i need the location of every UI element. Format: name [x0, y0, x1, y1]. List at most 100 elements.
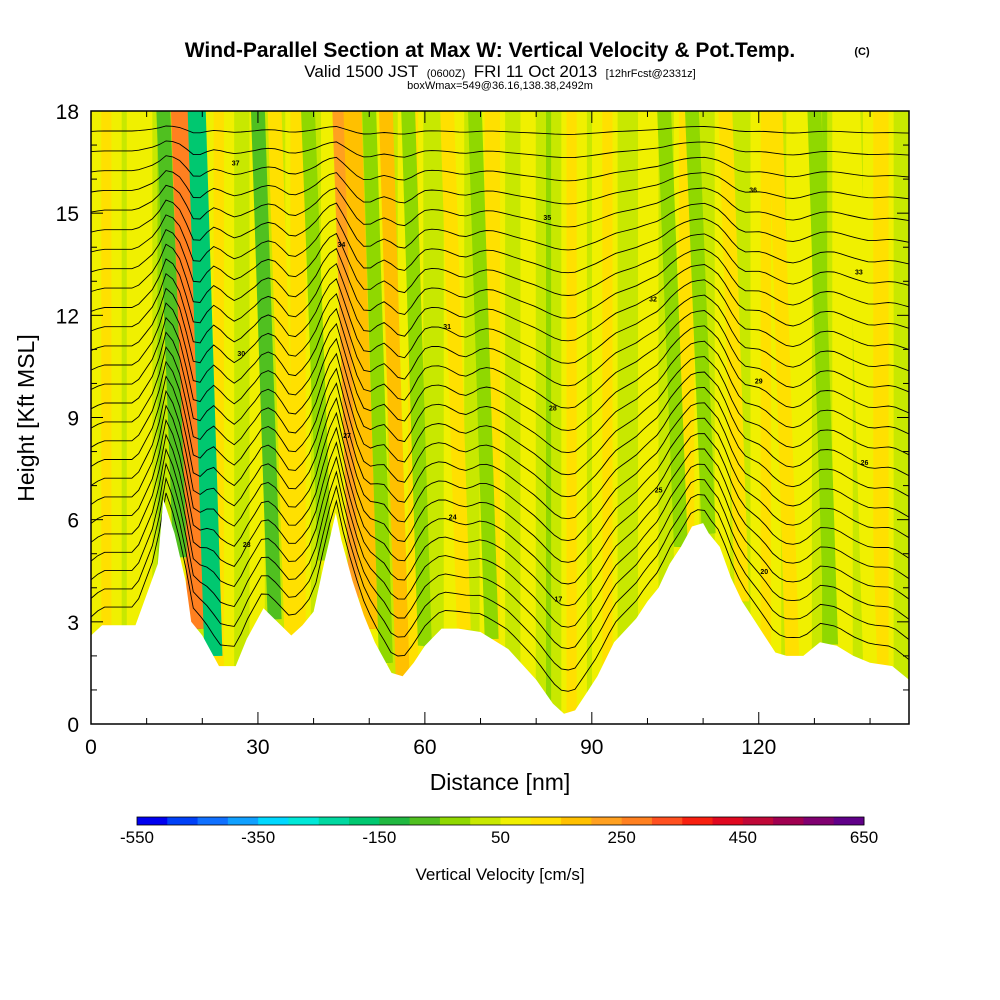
velocity-feature — [685, 111, 716, 534]
velocity-column — [581, 111, 588, 724]
velocity-column — [428, 111, 435, 724]
velocity-feature — [301, 111, 332, 561]
x-axis-label: Distance [nm] — [430, 769, 571, 795]
isentrope-label: 26 — [861, 460, 869, 467]
isentrope-label: 30 — [237, 351, 245, 358]
velocity-column — [806, 111, 813, 724]
isentrope-line — [91, 155, 909, 182]
colorbar-swatch — [712, 817, 744, 825]
velocity-column — [750, 111, 757, 724]
x-tick-label: 0 — [85, 736, 97, 759]
x-axis: 0 30 60 90 120 — [85, 111, 871, 759]
velocity-column — [556, 111, 563, 724]
velocity-column — [801, 111, 808, 724]
velocity-column — [142, 111, 149, 724]
velocity-feature — [440, 111, 471, 630]
colorbar-swatch — [803, 817, 835, 825]
velocity-column — [382, 111, 389, 724]
x-tick-label: 60 — [413, 736, 436, 759]
velocity-column — [402, 111, 409, 724]
isentrope-line — [91, 375, 909, 520]
isentrope-label: 36 — [749, 188, 757, 195]
velocity-column — [515, 111, 522, 724]
y-tick-label: 15 — [56, 203, 79, 226]
valid-line: Valid 1500 JST (0600Z) FRI 11 Oct 2013 [… — [304, 62, 695, 81]
velocity-feature — [156, 111, 187, 558]
velocity-column — [653, 111, 660, 724]
colorbar: -550 -350 -150 50 250 450 650 — [120, 816, 878, 847]
isentrope-label: 25 — [655, 487, 663, 494]
colorbar-title: Vertical Velocity [cm/s] — [415, 865, 584, 884]
x-tick-label: 30 — [246, 736, 269, 759]
isentrope-label: 37 — [232, 160, 240, 167]
velocity-column — [745, 111, 752, 724]
velocity-column — [847, 111, 854, 724]
colorbar-swatch — [167, 817, 199, 825]
valid-prefix: Valid 1500 JST — [304, 62, 418, 81]
velocity-column — [719, 111, 726, 724]
velocity-feature — [267, 111, 299, 636]
velocity-column — [832, 111, 839, 724]
colorbar-swatch — [773, 817, 804, 825]
colorbar-swatch — [318, 817, 350, 825]
velocity-column — [561, 111, 568, 724]
velocity-feature — [343, 111, 379, 629]
velocity-column — [433, 111, 440, 724]
velocity-feature — [250, 111, 282, 620]
velocity-column — [658, 111, 665, 724]
isentrope-line — [91, 199, 909, 251]
velocity-column — [443, 111, 450, 724]
y-tick-label: 3 — [67, 612, 79, 635]
velocity-column — [571, 111, 578, 724]
isentrope-label: 23 — [243, 542, 251, 549]
velocity-feature — [768, 111, 800, 656]
colorbar-swatch — [349, 817, 380, 825]
isentrope-label: 31 — [443, 324, 451, 331]
colorbar-frame — [136, 816, 865, 826]
velocity-column — [868, 111, 875, 724]
velocity-column — [888, 111, 895, 724]
isentrope-line — [91, 476, 909, 671]
colorbar-tick-label: -550 — [120, 828, 154, 847]
velocity-column — [121, 111, 128, 724]
isentrope-line — [91, 170, 909, 205]
velocity-column — [873, 111, 880, 724]
velocity-column — [116, 111, 123, 724]
colorbar-swatch — [500, 817, 532, 825]
colorbar-swatch — [833, 817, 865, 825]
copyright-mark: (C) — [854, 46, 870, 58]
isentrope-label: 35 — [543, 215, 551, 222]
isentrope-line — [91, 346, 909, 476]
velocity-column — [837, 111, 844, 724]
isentrope-contours: 1316172023242526272829303132333435363738… — [91, 125, 909, 692]
isentrope-line — [91, 433, 909, 607]
velocity-feature — [807, 111, 839, 645]
colorbar-swatch — [621, 817, 653, 825]
velocity-column — [566, 111, 573, 724]
isentrope-label: 27 — [343, 433, 351, 440]
isentrope-line — [91, 228, 909, 296]
y-tick-label: 18 — [56, 101, 79, 124]
velocity-column — [770, 111, 778, 724]
colorbar-swatch — [409, 817, 441, 825]
x-tick-label: 120 — [741, 736, 776, 759]
velocity-column — [576, 111, 583, 724]
velocity-column — [510, 111, 517, 724]
velocity-column — [423, 111, 430, 724]
isentrope-label: 17 — [555, 596, 563, 603]
velocity-column — [546, 111, 553, 724]
velocity-column — [709, 111, 716, 724]
velocity-column — [638, 111, 645, 724]
velocity-column — [643, 111, 650, 724]
colorbar-swatch — [379, 817, 411, 825]
isentrope-line — [91, 316, 909, 431]
velocity-column — [147, 111, 154, 724]
velocity-column — [213, 111, 220, 724]
velocity-column — [489, 111, 496, 724]
colorbar-tick-label: -350 — [241, 828, 275, 847]
velocity-column — [540, 111, 548, 724]
velocity-column — [244, 111, 251, 724]
velocity-column — [464, 111, 471, 724]
colorbar-swatch — [561, 817, 592, 825]
